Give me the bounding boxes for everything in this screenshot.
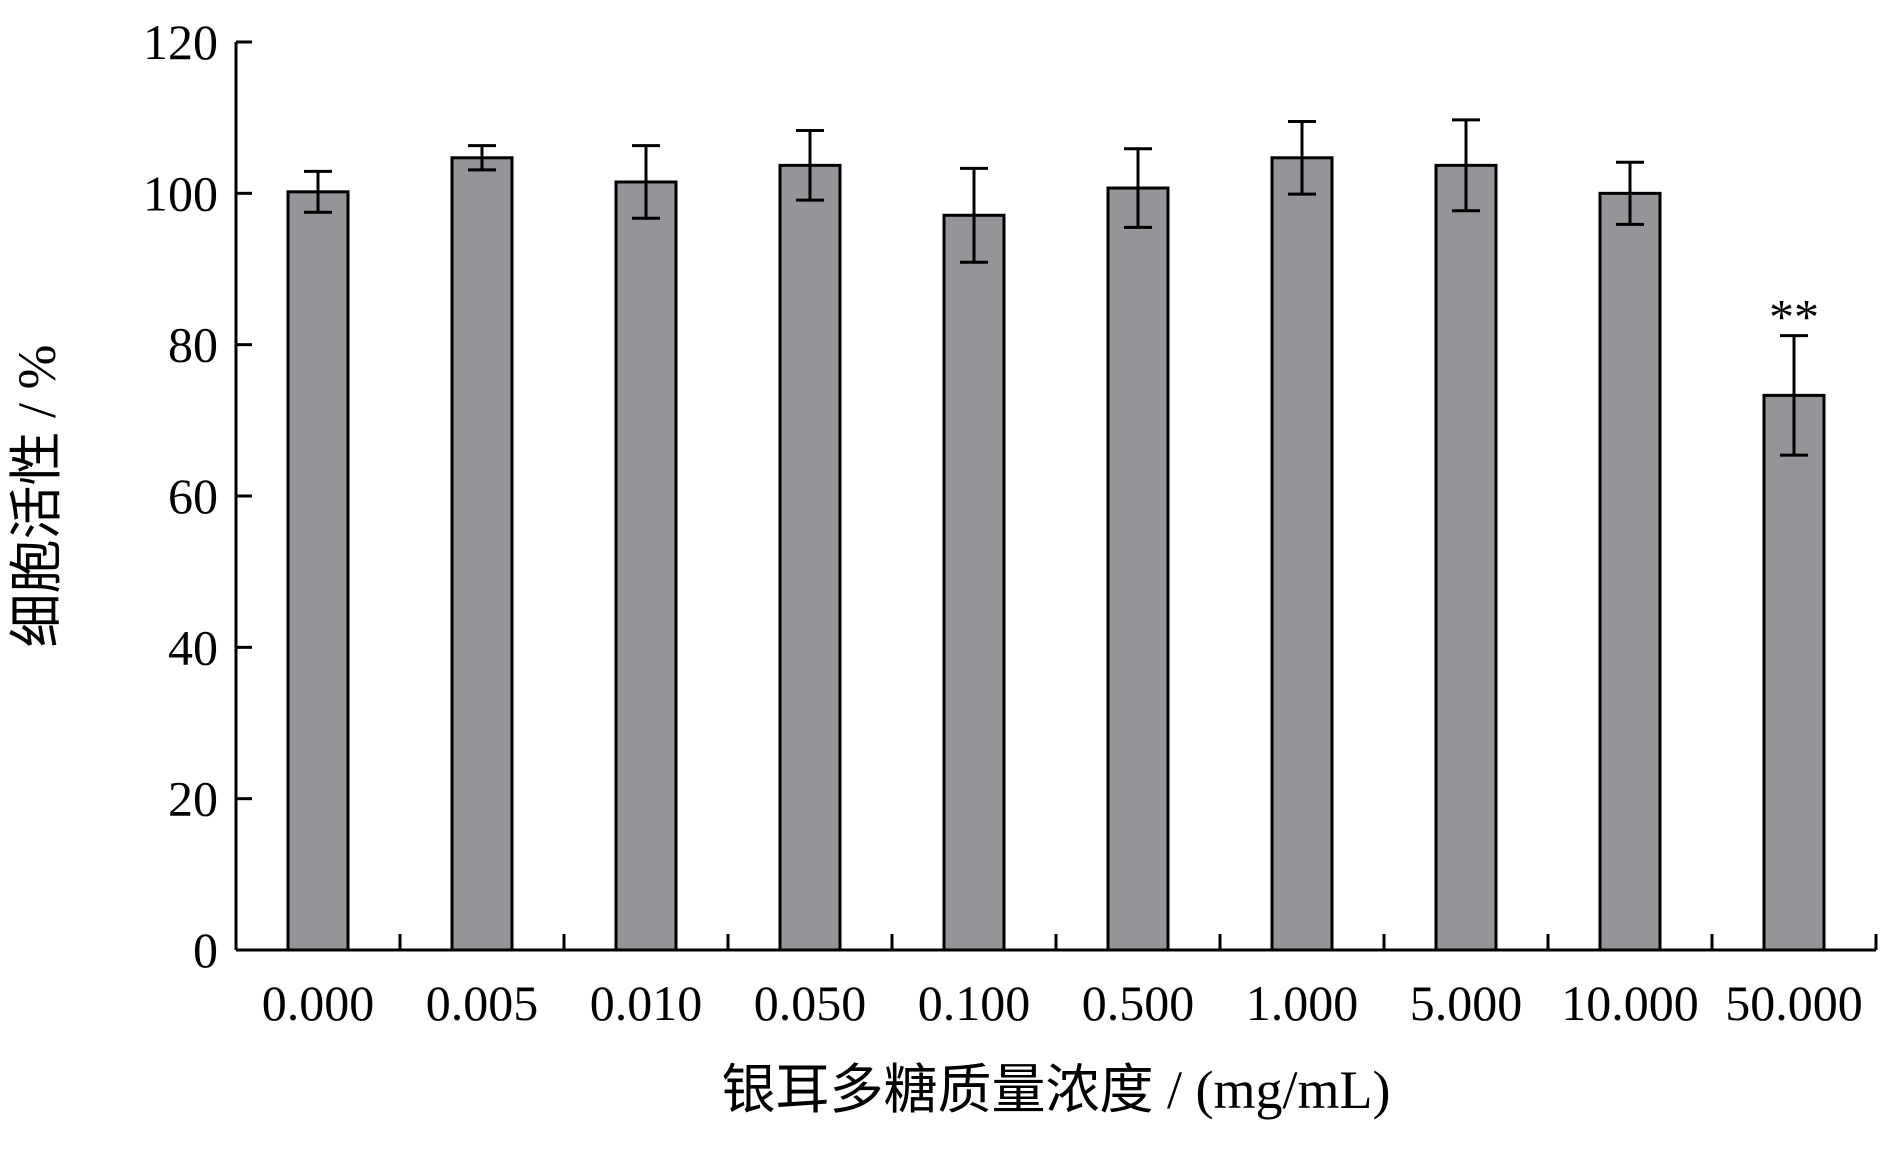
- error-bars-layer: [304, 118, 1808, 457]
- error-bar-0.010: [632, 144, 660, 220]
- error-bar-0.100: [960, 166, 988, 264]
- bar-0.100: [942, 213, 1006, 952]
- y-tick-label: 0: [193, 922, 218, 978]
- bar-50.000: [1762, 393, 1826, 952]
- x-tick-label: 1.000: [1246, 975, 1359, 1031]
- bar-0.010: [614, 180, 678, 952]
- error-bar-5.000: [1452, 118, 1480, 213]
- x-tick-label: 0.050: [754, 975, 867, 1031]
- x-ticks-layer: 0.000 0.005 0.010 0.050 0.100 0.500 1.000 5.000…: [262, 934, 1878, 1031]
- error-bar-0.050: [796, 129, 824, 202]
- x-tick-label: 5.000: [1410, 975, 1523, 1031]
- y-tick-label: 80: [168, 317, 218, 373]
- y-tick-label: 20: [168, 771, 218, 827]
- bar-0.005: [450, 156, 514, 952]
- x-axis-title: 银耳多糖质量浓度 / (mg/mL): [722, 1060, 1391, 1120]
- bar-1.000: [1270, 156, 1334, 952]
- y-ticks-layer: 0 20 40 60 80 100 120: [143, 14, 252, 978]
- y-tick-label: 40: [168, 619, 218, 675]
- bar-5.000: [1434, 163, 1498, 952]
- significance-mark: **: [1769, 289, 1819, 345]
- error-bar-50.000: [1780, 334, 1808, 457]
- bar-10.000: [1598, 191, 1662, 952]
- error-bar-0.500: [1124, 147, 1152, 229]
- bar-0.050: [778, 163, 842, 952]
- x-tick-label: 10.000: [1561, 975, 1699, 1031]
- x-tick-label: 0.005: [426, 975, 539, 1031]
- error-bar-10.000: [1616, 160, 1644, 226]
- bars-layer: [286, 156, 1826, 952]
- bar-0.000: [286, 190, 350, 952]
- annotations-layer: **: [1769, 289, 1819, 345]
- error-bar-0.005: [468, 144, 496, 172]
- y-tick-label: 120: [143, 14, 218, 70]
- x-tick-label: 0.010: [590, 975, 703, 1031]
- x-tick-label: 0.000: [262, 975, 375, 1031]
- bar-0.500: [1106, 186, 1170, 952]
- x-tick-label: 50.000: [1725, 975, 1863, 1031]
- y-axis-title: 细胞活性 / %: [7, 345, 67, 648]
- y-tick-label: 100: [143, 165, 218, 221]
- x-tick-label: 0.100: [918, 975, 1031, 1031]
- x-tick-label: 0.500: [1082, 975, 1195, 1031]
- y-tick-label: 60: [168, 468, 218, 524]
- error-bar-0.000: [304, 169, 332, 214]
- error-bar-1.000: [1288, 119, 1316, 196]
